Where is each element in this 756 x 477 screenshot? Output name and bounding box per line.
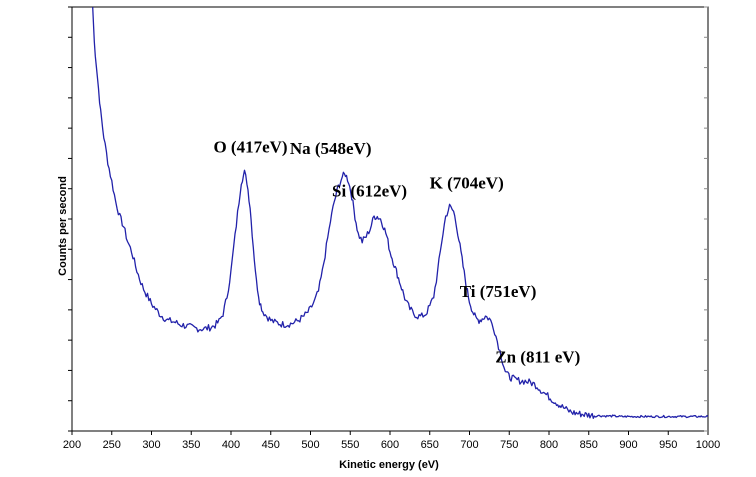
peak-label-0: O (417eV) [213,138,287,157]
x-tick-label-700: 700 [460,439,478,451]
plot-border [71,6,709,432]
peak-label-1: Na (548eV) [290,139,372,158]
x-tick-label-400: 400 [222,439,240,451]
x-tick-label-800: 800 [540,439,558,451]
peak-annotations: O (417eV) Na (548eV) Si (612eV) K (704eV) Ti… [213,138,580,367]
peak-label-3: K (704eV) [430,174,504,193]
plot-frame [71,6,709,432]
x-tick-label-200: 200 [63,439,81,451]
peak-label-2: Si (612eV) [332,182,407,201]
x-tick-label-900: 900 [619,439,637,451]
x-tick-label-850: 850 [580,439,598,451]
spectrum-line [92,7,709,419]
series-layer [92,7,709,419]
y-axis-title: Counts per second [57,176,69,276]
x-axis-title: Kinetic energy (eV) [339,459,439,471]
x-tick-label-1000: 1000 [696,439,720,451]
x-axis-ticks: 200 250 300 350 400 450 500 550 600 650 700 750 800 8… [63,431,720,451]
x-tick-label-650: 650 [421,439,439,451]
x-tick-label-600: 600 [381,439,399,451]
peak-label-5: Zn (811 eV) [495,348,580,367]
x-tick-label-250: 250 [103,439,121,451]
x-tick-label-450: 450 [262,439,280,451]
x-tick-label-300: 300 [142,439,160,451]
x-tick-label-950: 950 [659,439,677,451]
peak-label-4: Ti (751eV) [460,282,537,301]
x-tick-label-550: 550 [341,439,359,451]
x-tick-label-350: 350 [182,439,200,451]
y-axis-ticks [68,6,708,432]
x-tick-label-500: 500 [301,439,319,451]
x-tick-label-750: 750 [500,439,518,451]
